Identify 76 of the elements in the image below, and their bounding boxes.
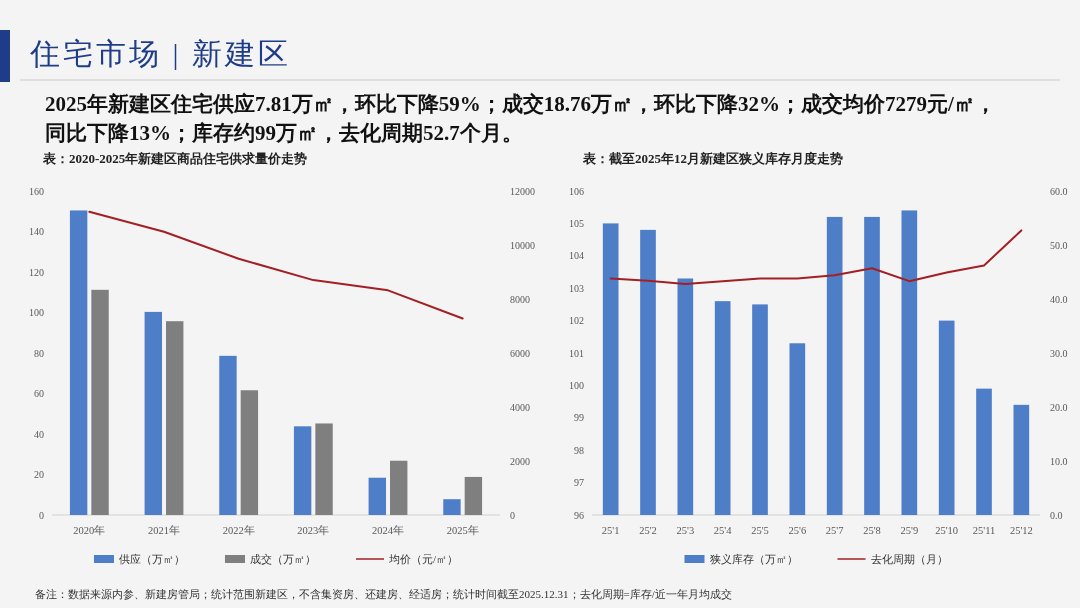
x-tick-label: 25'6: [788, 524, 807, 536]
x-tick-label: 25'4: [713, 524, 733, 536]
x-tick-label: 25'5: [751, 524, 769, 536]
legend-label: 成交（万㎡）: [249, 553, 316, 565]
chart-title: 表：截至2025年12月新建区狭义库存月度走势: [582, 151, 843, 166]
bar: [315, 423, 333, 515]
y-tick-label: 102: [569, 315, 584, 327]
y-tick-label: 100: [569, 379, 584, 391]
bar: [219, 355, 237, 515]
y-tick-label: 98: [574, 444, 584, 456]
y2-tick-label: 12000: [510, 185, 535, 197]
y-tick-label: 99: [574, 412, 584, 424]
bar: [240, 390, 259, 515]
bar: [91, 289, 109, 515]
y-tick-label: 97: [574, 477, 584, 489]
y-tick-label: 140: [29, 226, 44, 237]
y-tick-label: 120: [29, 266, 44, 278]
y-tick-label: 101: [569, 347, 584, 359]
text: 备注：数据来源内参、新建房管局；统计范围新建区，不含集资房、还建房、经适房；统计时间截至2025.12.31；去化周期=库存/近一年月均成交: [35, 587, 732, 602]
x-tick-label: 25'8: [863, 524, 881, 536]
x-tick-label: 2022年: [222, 524, 255, 536]
bar: [293, 426, 312, 515]
bar: [144, 311, 162, 515]
bar: [443, 499, 461, 515]
y2-tick-label: 0: [510, 509, 515, 521]
y2-tick-label: 10000: [510, 239, 535, 251]
y2-tick-label: 30.0: [1050, 347, 1068, 359]
y-tick-label: 60: [34, 388, 44, 399]
y-tick-label: 104: [569, 250, 584, 262]
bar: [368, 477, 386, 515]
y-tick-label: 20: [34, 469, 44, 480]
y-tick-label: 105: [569, 217, 584, 229]
text: 住宅市场 | 新建区: [30, 36, 292, 72]
y2-tick-label: 2000: [510, 455, 530, 467]
text: 2025年新建区住宅供应7.81万㎡，环比下降59%；成交18.76万㎡，环比下降32%；成交均价7279元/㎡，同比下降13%；库存约99万㎡，去化周期52.7个月。: [45, 91, 997, 147]
x-tick-label: 2020年: [73, 524, 106, 536]
x-tick-label: 25'1: [601, 524, 620, 536]
x-tick-label: 2024年: [372, 524, 404, 536]
y-tick-label: 40: [34, 428, 44, 440]
x-tick-label: 25'12: [1009, 524, 1033, 536]
y-tick-label: 80: [34, 347, 44, 359]
line-series: [88, 210, 464, 320]
legend-label: 狭义库存（万㎡）: [709, 553, 798, 565]
y2-tick-label: 4000: [510, 401, 530, 413]
legend-label: 去化周期（月）: [870, 553, 948, 565]
legend-label: 均价（元/㎡）: [387, 553, 459, 565]
x-tick-label: 25'10: [935, 524, 959, 536]
bar: [390, 460, 408, 515]
x-tick-label: 2021年: [148, 524, 180, 536]
x-tick-label: 25'9: [900, 524, 919, 536]
y-tick-label: 96: [574, 509, 584, 521]
y-tick-label: 106: [569, 185, 584, 197]
y2-tick-label: 60.0: [1050, 185, 1068, 197]
y2-tick-label: 20.0: [1050, 401, 1068, 413]
line-series: [609, 229, 1023, 285]
y2-tick-label: 6000: [510, 347, 530, 359]
y-tick-label: 0: [39, 509, 44, 521]
x-tick-label: 2023年: [297, 524, 330, 536]
chart-title: 表：2020-2025年新建区商品住宅供求量价走势: [42, 151, 308, 166]
y-tick-label: 103: [569, 282, 584, 294]
y2-tick-label: 0.0: [1050, 509, 1063, 521]
y2-tick-label: 8000: [510, 293, 530, 305]
bar: [166, 321, 184, 515]
x-tick-label: 25'7: [825, 524, 844, 536]
y-tick-label: 100: [29, 307, 44, 318]
x-tick-label: 25'11: [972, 524, 996, 536]
y2-tick-label: 50.0: [1050, 239, 1068, 251]
y2-tick-label: 40.0: [1050, 293, 1068, 305]
y2-tick-label: 10.0: [1050, 455, 1068, 467]
x-tick-label: 25'3: [676, 524, 695, 536]
y-tick-label: 160: [29, 185, 44, 197]
bar: [464, 476, 483, 515]
bar: [69, 210, 88, 515]
x-tick-label: 25'2: [639, 524, 657, 536]
legend-label: 供应（万㎡）: [118, 553, 185, 565]
x-tick-label: 2025年: [446, 524, 479, 536]
